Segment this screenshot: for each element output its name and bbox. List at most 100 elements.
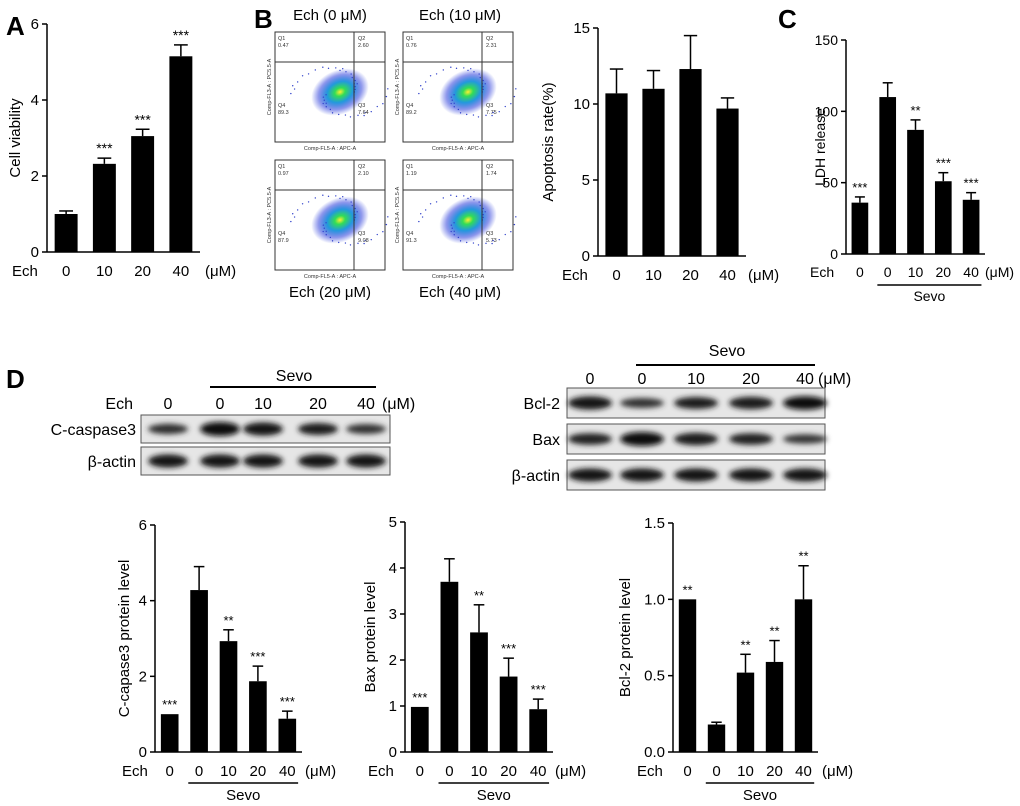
- flow-event-dot: [492, 239, 494, 242]
- unit-label: (μM): [748, 267, 779, 284]
- sevo-label: Sevo: [477, 787, 511, 804]
- blot-band: [783, 434, 827, 444]
- blot-band: [568, 396, 612, 410]
- x-tick-label: 0: [416, 763, 424, 780]
- x-tick-label: 0: [856, 264, 864, 280]
- panel-label-c: C: [778, 4, 797, 34]
- flow-event-dot: [329, 236, 332, 239]
- flow-plot-title: Ech (0 μM): [293, 7, 367, 24]
- y-axis-label: Bcl-2 protein level: [617, 578, 634, 697]
- flow-event-dot: [376, 105, 378, 108]
- x-tick-label: 20: [134, 263, 151, 280]
- flow-event-dot: [354, 85, 356, 88]
- flow-event-dot: [322, 96, 325, 98]
- flow-event-dot: [356, 83, 358, 85]
- x-tick-label: 10: [737, 763, 754, 780]
- flow-event-dot: [465, 241, 468, 244]
- y-tick-label: 150: [815, 32, 839, 48]
- flow-event-dot: [418, 92, 420, 95]
- flow-event-dot: [455, 195, 458, 198]
- flow-event-dot: [323, 227, 325, 229]
- flow-event-dot: [457, 108, 460, 111]
- flow-event-dot: [478, 73, 480, 75]
- x-tick-label: 0: [195, 763, 203, 780]
- blot-band: [200, 454, 240, 468]
- x-tick-label: 20: [936, 264, 952, 280]
- flow-event-dot: [342, 67, 344, 70]
- flow-event-dot: [356, 211, 358, 213]
- significance-label: ***: [250, 649, 265, 664]
- flow-quadrant-name: Q2: [358, 36, 365, 42]
- y-tick-label: 0: [389, 744, 397, 761]
- significance-label: ***: [936, 156, 951, 171]
- cell-viability-chart: 0 2 4 6 Cell viability 0 *** 10 *** 20 *** 40 Ech (μM…: [7, 16, 236, 280]
- significance-label: ***: [173, 27, 190, 43]
- flow-quadrant-name: Q4: [406, 103, 413, 109]
- y-tick-label: 3: [389, 606, 397, 623]
- flow-event-dot: [292, 213, 294, 215]
- y-tick-label: 1.0: [644, 591, 665, 608]
- flow-event-dot: [307, 73, 310, 75]
- bar: [410, 706, 429, 752]
- flow-event-dot: [435, 73, 438, 75]
- x-tick-label: 40: [173, 263, 190, 280]
- flow-quadrant-name: Q3: [358, 103, 365, 109]
- flow-event-dot: [354, 79, 356, 82]
- flow-event-dot: [424, 81, 427, 83]
- flow-event-dot: [301, 203, 304, 205]
- flow-event-dot: [339, 69, 341, 72]
- bar: [499, 676, 518, 752]
- y-tick-label: 0.5: [644, 668, 665, 685]
- x-tick-label: 40: [719, 267, 736, 284]
- unit-label: (μM): [555, 763, 586, 780]
- significance-label: **: [910, 103, 920, 118]
- flow-event-dot: [349, 116, 352, 118]
- flow-event-dot: [335, 195, 337, 197]
- flow-event-dot: [457, 236, 460, 239]
- bar: [907, 129, 924, 254]
- flow-event-dot: [314, 197, 317, 199]
- flow-event-dot: [387, 88, 389, 90]
- flow-quadrant-name: Q1: [278, 164, 285, 170]
- bar: [642, 88, 665, 256]
- significance-label: **: [474, 588, 484, 603]
- flow-event-dot: [357, 114, 359, 117]
- flow-event-dot: [349, 244, 352, 246]
- y-tick-label: 0.0: [644, 744, 665, 761]
- flow-event-dot: [453, 230, 455, 232]
- y-tick-label: 1.5: [644, 515, 665, 532]
- x-tick-label: 40: [795, 763, 812, 780]
- flow-event-dot: [473, 199, 475, 201]
- y-tick-label: 6: [31, 16, 39, 33]
- flow-event-dot: [477, 244, 480, 246]
- flow-event-dot: [363, 242, 365, 245]
- flow-quadrant-name: Q1: [406, 164, 413, 170]
- significance-label: ***: [501, 641, 516, 656]
- flow-y-axis-label: Comp-FL3-A : PC5.5-A: [395, 58, 401, 115]
- flow-event-dot: [435, 201, 438, 203]
- flow-event-dot: [290, 92, 292, 95]
- bar: [529, 709, 548, 752]
- x-tick-label: 40: [963, 264, 979, 280]
- flow-y-axis-label: Comp-FL3-A : PC5.5-A: [267, 58, 273, 115]
- flow-event-dot: [363, 114, 365, 117]
- x-tick-label: 40: [530, 763, 547, 780]
- significance-label: ***: [162, 697, 177, 712]
- flow-event-dot: [421, 216, 424, 218]
- ech-label: Ech: [368, 763, 394, 780]
- bar: [440, 581, 459, 752]
- flow-event-dot: [450, 96, 453, 98]
- flow-event-dot: [421, 88, 424, 90]
- x-tick-label: 20: [250, 763, 267, 780]
- flow-event-dot: [484, 83, 486, 85]
- flow-event-dot: [491, 114, 493, 117]
- y-tick-label: 4: [31, 92, 39, 109]
- y-tick-label: 5: [389, 514, 397, 531]
- flow-event-dot: [472, 242, 475, 244]
- flow-event-dot: [322, 66, 324, 68]
- blot-band: [729, 396, 773, 410]
- flow-event-dot: [465, 113, 468, 116]
- flow-event-dot: [498, 110, 500, 113]
- blot-band: [148, 454, 188, 468]
- flow-event-dot: [337, 241, 340, 244]
